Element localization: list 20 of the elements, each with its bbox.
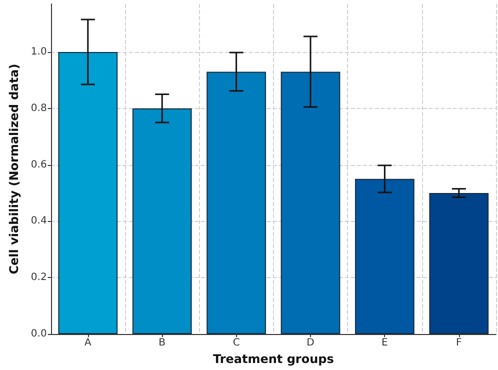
x-tick-label: D — [306, 338, 315, 349]
y-tick-label: 0.0 — [30, 328, 47, 340]
y-tick-label: 0.8 — [30, 102, 47, 114]
x-tick-label: B — [158, 338, 166, 349]
bar — [429, 193, 489, 334]
bar — [132, 108, 192, 334]
bar — [355, 178, 414, 334]
x-axis-title: Treatment groups — [212, 352, 334, 366]
y-tick-label: 0.2 — [30, 272, 47, 284]
y-axis-title: Cell viability (Normalized data) — [7, 64, 21, 274]
y-tick-label: 0.4 — [30, 216, 47, 227]
x-tick-label: E — [382, 338, 388, 349]
x-tick-label: A — [84, 338, 92, 349]
y-tick-label: 1.0 — [30, 46, 47, 58]
x-tick-label: F — [456, 338, 462, 349]
bar — [280, 72, 340, 334]
bar — [206, 72, 266, 334]
y-tick-label: 0.6 — [30, 159, 47, 170]
bar — [58, 52, 118, 334]
x-tick-label: C — [232, 338, 240, 349]
